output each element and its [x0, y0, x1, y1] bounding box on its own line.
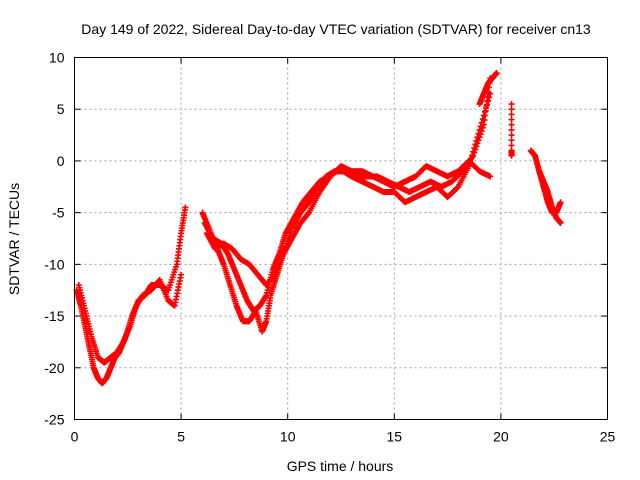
y-tick-label: 10	[49, 50, 65, 66]
data-point	[454, 184, 461, 191]
data-point	[477, 131, 484, 138]
y-tick-label: -15	[44, 308, 64, 324]
y-tick-label: 5	[57, 101, 65, 117]
data-point	[508, 132, 515, 139]
y-tick-label: -5	[52, 205, 65, 221]
data-point	[508, 137, 515, 144]
y-tick-label: -25	[44, 412, 64, 428]
data-point	[508, 101, 515, 108]
data-point	[473, 143, 480, 150]
data-point	[271, 272, 278, 279]
series-track-6	[508, 101, 515, 159]
x-axis-label: GPS time / hours	[287, 458, 394, 474]
data-point	[508, 147, 515, 154]
data-point	[470, 152, 477, 159]
data-point	[508, 116, 515, 123]
data-point	[508, 126, 515, 133]
data-point	[508, 111, 515, 118]
plot-frame	[74, 57, 608, 420]
data-point	[475, 137, 482, 144]
x-tick-label: 5	[177, 429, 185, 445]
y-axis-label: SDTVAR / TECUs	[6, 183, 22, 295]
data-point	[178, 271, 185, 278]
x-tick-label: 10	[280, 429, 296, 445]
chart-title: Day 149 of 2022, Sidereal Day-to-day VTE…	[81, 21, 591, 37]
x-tick-label: 20	[493, 429, 509, 445]
x-tick-label: 15	[387, 429, 403, 445]
x-tick-label: 25	[600, 429, 616, 445]
data-marks	[73, 70, 564, 387]
tick-labels: 0 5 10 15 20 25 -25 -20 -15 -10 -5 0 5 10	[44, 50, 615, 445]
series-track-5	[203, 157, 494, 289]
y-tick-label: 0	[57, 153, 65, 169]
data-point	[508, 106, 515, 113]
data-point	[305, 210, 312, 217]
axis-ticks	[74, 57, 608, 420]
data-point	[472, 146, 479, 153]
x-tick-label: 0	[71, 429, 79, 445]
series-track-9	[476, 70, 500, 108]
series-track-8	[536, 168, 564, 216]
data-point	[182, 204, 189, 211]
grid-lines	[74, 57, 608, 420]
data-point	[508, 142, 515, 149]
data-point	[479, 124, 486, 131]
data-point	[476, 134, 483, 141]
y-tick-label: -10	[44, 256, 64, 272]
data-point	[557, 219, 564, 226]
data-point	[493, 70, 500, 77]
series-track-2	[75, 271, 185, 366]
data-point	[478, 127, 485, 134]
data-point	[474, 140, 481, 147]
data-point	[557, 199, 564, 206]
y-tick-label: -20	[44, 360, 64, 376]
data-point	[471, 149, 478, 156]
data-point	[487, 173, 494, 180]
data-point	[508, 121, 515, 128]
